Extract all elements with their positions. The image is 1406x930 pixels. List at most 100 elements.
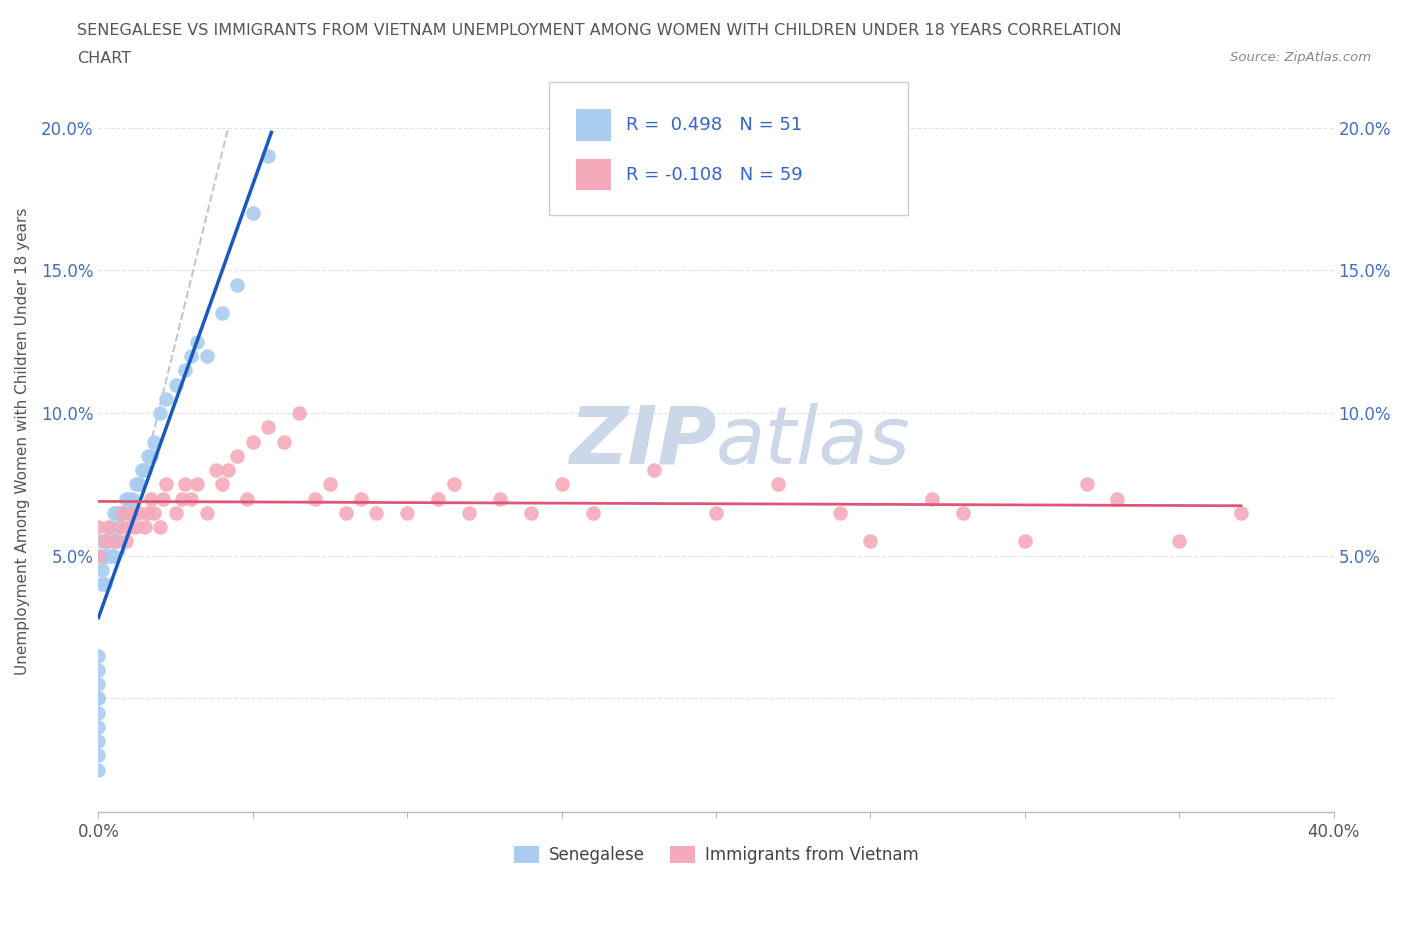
Point bbox=[93, 534, 115, 549]
Point bbox=[149, 520, 172, 535]
Point bbox=[704, 506, 727, 521]
Text: R = -0.108   N = 59: R = -0.108 N = 59 bbox=[626, 166, 803, 183]
Point bbox=[124, 477, 146, 492]
Point bbox=[105, 534, 128, 549]
Point bbox=[458, 506, 481, 521]
Point bbox=[235, 491, 257, 506]
Text: atlas: atlas bbox=[716, 403, 911, 481]
Point bbox=[643, 462, 665, 477]
Point bbox=[859, 534, 882, 549]
Point bbox=[121, 506, 143, 521]
Point bbox=[1107, 491, 1129, 506]
Point bbox=[139, 491, 162, 506]
Point bbox=[226, 277, 249, 292]
Point bbox=[952, 506, 974, 521]
Y-axis label: Unemployment Among Women with Children Under 18 years: Unemployment Among Women with Children U… bbox=[15, 208, 30, 675]
Point bbox=[128, 506, 150, 521]
Point bbox=[108, 520, 131, 535]
Point bbox=[174, 477, 197, 492]
Point bbox=[143, 434, 166, 449]
Point bbox=[118, 506, 141, 521]
Point bbox=[118, 520, 141, 535]
Point bbox=[108, 520, 131, 535]
Point bbox=[195, 349, 218, 364]
Point bbox=[131, 462, 153, 477]
Point bbox=[186, 334, 208, 349]
Point bbox=[103, 534, 125, 549]
Point bbox=[242, 206, 264, 220]
Point bbox=[155, 477, 177, 492]
Point bbox=[103, 549, 125, 564]
Point bbox=[87, 748, 110, 763]
Point bbox=[97, 534, 120, 549]
Point bbox=[87, 763, 110, 777]
Point bbox=[180, 491, 202, 506]
Text: ZIP: ZIP bbox=[568, 403, 716, 481]
Point bbox=[828, 506, 851, 521]
Point bbox=[366, 506, 388, 521]
Point bbox=[87, 691, 110, 706]
Point bbox=[489, 491, 512, 506]
Point bbox=[87, 677, 110, 692]
Point bbox=[211, 477, 233, 492]
Point bbox=[87, 662, 110, 677]
Point bbox=[121, 491, 143, 506]
Point bbox=[195, 506, 218, 521]
Point bbox=[186, 477, 208, 492]
Point bbox=[204, 462, 226, 477]
Point bbox=[242, 434, 264, 449]
Point bbox=[103, 534, 125, 549]
Point bbox=[143, 506, 166, 521]
Point bbox=[1076, 477, 1098, 492]
Point bbox=[87, 691, 110, 706]
Point bbox=[165, 506, 187, 521]
Point bbox=[152, 491, 174, 506]
Point bbox=[105, 506, 128, 521]
Point bbox=[87, 648, 110, 663]
Point bbox=[257, 149, 280, 164]
Point bbox=[211, 306, 233, 321]
Point bbox=[149, 405, 172, 420]
Point bbox=[288, 405, 311, 420]
Point bbox=[112, 506, 135, 521]
Text: Source: ZipAtlas.com: Source: ZipAtlas.com bbox=[1230, 51, 1371, 64]
Point bbox=[90, 549, 112, 564]
Text: R =  0.498   N = 51: R = 0.498 N = 51 bbox=[626, 116, 803, 134]
Point bbox=[520, 506, 543, 521]
Point bbox=[257, 419, 280, 434]
FancyBboxPatch shape bbox=[550, 82, 907, 216]
Point bbox=[100, 549, 122, 564]
Point bbox=[90, 534, 112, 549]
Point bbox=[335, 506, 357, 521]
Point bbox=[1168, 534, 1191, 549]
Point bbox=[87, 549, 110, 564]
Point bbox=[112, 506, 135, 521]
Point bbox=[170, 491, 193, 506]
Point bbox=[93, 534, 115, 549]
Point bbox=[180, 349, 202, 364]
Point bbox=[97, 520, 120, 535]
Point bbox=[766, 477, 789, 492]
Point bbox=[136, 506, 159, 521]
FancyBboxPatch shape bbox=[576, 110, 612, 140]
Point bbox=[115, 534, 138, 549]
Point bbox=[100, 520, 122, 535]
Point bbox=[93, 549, 115, 564]
Point bbox=[155, 392, 177, 406]
Point bbox=[124, 520, 146, 535]
Point bbox=[87, 734, 110, 749]
Point bbox=[174, 363, 197, 378]
Point bbox=[115, 491, 138, 506]
Text: CHART: CHART bbox=[77, 51, 131, 66]
Point bbox=[443, 477, 465, 492]
Text: SENEGALESE VS IMMIGRANTS FROM VIETNAM UNEMPLOYMENT AMONG WOMEN WITH CHILDREN UND: SENEGALESE VS IMMIGRANTS FROM VIETNAM UN… bbox=[77, 23, 1122, 38]
Point bbox=[103, 506, 125, 521]
Point bbox=[136, 448, 159, 463]
Legend: Senegalese, Immigrants from Vietnam: Senegalese, Immigrants from Vietnam bbox=[508, 839, 925, 870]
Point bbox=[165, 377, 187, 392]
Point bbox=[87, 705, 110, 720]
Point bbox=[226, 448, 249, 463]
Point bbox=[134, 520, 156, 535]
Point bbox=[97, 549, 120, 564]
Point bbox=[134, 462, 156, 477]
